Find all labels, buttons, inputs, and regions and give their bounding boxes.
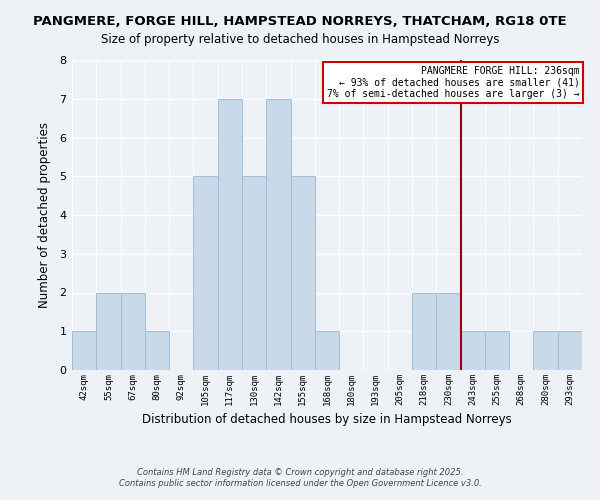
Bar [96, 292, 121, 370]
Text: PANGMERE FORGE HILL: 236sqm
← 93% of detached houses are smaller (41)
7% of semi: PANGMERE FORGE HILL: 236sqm ← 93% of det… [327, 66, 580, 100]
Bar [218, 99, 242, 370]
X-axis label: Distribution of detached houses by size in Hampstead Norreys: Distribution of detached houses by size … [142, 414, 512, 426]
Bar [436, 292, 461, 370]
Bar [315, 331, 339, 370]
Text: PANGMERE, FORGE HILL, HAMPSTEAD NORREYS, THATCHAM, RG18 0TE: PANGMERE, FORGE HILL, HAMPSTEAD NORREYS,… [33, 15, 567, 28]
Bar [145, 331, 169, 370]
Bar [412, 292, 436, 370]
Bar [485, 331, 509, 370]
Bar [558, 331, 582, 370]
Bar [290, 176, 315, 370]
Bar [72, 331, 96, 370]
Bar [266, 99, 290, 370]
Bar [533, 331, 558, 370]
Text: Contains HM Land Registry data © Crown copyright and database right 2025.
Contai: Contains HM Land Registry data © Crown c… [119, 468, 481, 487]
Bar [193, 176, 218, 370]
Text: Size of property relative to detached houses in Hampstead Norreys: Size of property relative to detached ho… [101, 32, 499, 46]
Bar [242, 176, 266, 370]
Bar [461, 331, 485, 370]
Bar [121, 292, 145, 370]
Y-axis label: Number of detached properties: Number of detached properties [38, 122, 51, 308]
